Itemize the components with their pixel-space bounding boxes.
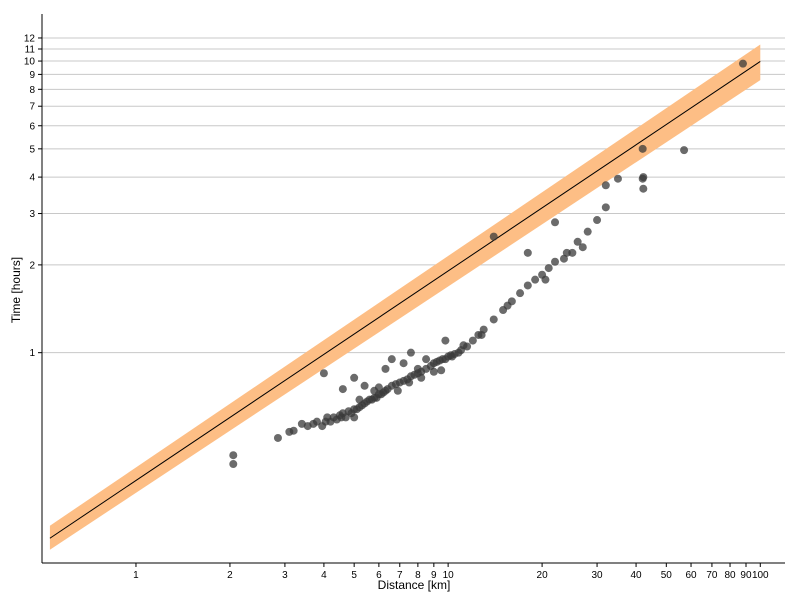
y-tick-label-8: 9 xyxy=(29,70,35,81)
data-point-103 xyxy=(405,378,414,387)
x-axis-label: Distance [km] xyxy=(378,578,451,592)
data-point-91 xyxy=(441,336,450,345)
y-tick-label-10: 11 xyxy=(25,44,36,55)
fit-line-layer xyxy=(49,61,761,539)
x-tick-label-17: 90 xyxy=(740,570,752,581)
data-point-109 xyxy=(477,330,486,339)
data-point-108 xyxy=(459,341,468,350)
data-point-106 xyxy=(437,366,446,375)
data-point-2 xyxy=(273,433,282,442)
x-tick-label-3: 4 xyxy=(321,570,327,581)
x-tick-label-18: 100 xyxy=(752,570,769,581)
data-point-74 xyxy=(593,216,602,225)
data-point-78 xyxy=(639,173,648,182)
data-point-21 xyxy=(350,413,359,422)
x-tick-label-13: 50 xyxy=(661,570,673,581)
data-point-93 xyxy=(523,248,532,257)
y-tick-label-11: 12 xyxy=(24,33,36,44)
data-point-110 xyxy=(503,301,512,310)
data-point-59 xyxy=(468,336,477,345)
x-ticks-layer: 1 2 3 4 5 6 7 8 9 10 20 30 40 50 60 70 80 90 100 xyxy=(133,563,769,581)
data-point-80 xyxy=(738,59,747,68)
data-point-96 xyxy=(601,181,610,190)
data-point-62 xyxy=(489,315,498,324)
data-point-79 xyxy=(680,146,689,155)
data-point-102 xyxy=(393,386,402,395)
data-point-70 xyxy=(551,257,560,266)
prediction-band-layer xyxy=(49,44,761,550)
data-point-107 xyxy=(448,352,457,361)
data-point-18 xyxy=(341,413,350,422)
data-point-69 xyxy=(544,264,553,273)
data-point-94 xyxy=(551,218,560,227)
axes-layer xyxy=(41,14,785,564)
data-points-layer xyxy=(229,59,747,469)
data-point-88 xyxy=(406,348,415,357)
x-tick-label-5: 6 xyxy=(376,570,382,581)
x-tick-label-2: 3 xyxy=(282,570,288,581)
grid-layer xyxy=(42,37,785,354)
y-tick-label-6: 7 xyxy=(29,102,35,113)
fit-line xyxy=(49,61,761,539)
x-tick-label-0: 1 xyxy=(133,570,139,581)
x-tick-label-8: 9 xyxy=(431,570,437,581)
x-tick-label-4: 5 xyxy=(351,570,357,581)
data-point-81 xyxy=(319,369,328,378)
data-point-105 xyxy=(429,367,438,376)
data-point-72 xyxy=(573,237,582,246)
data-point-67 xyxy=(531,275,540,284)
data-point-111 xyxy=(541,275,550,284)
x-tick-label-6: 7 xyxy=(397,570,403,581)
data-point-99 xyxy=(355,395,364,404)
data-point-90 xyxy=(422,355,431,364)
data-point-87 xyxy=(399,359,408,368)
x-tick-label-9: 10 xyxy=(443,570,455,581)
x-tick-label-7: 8 xyxy=(415,570,421,581)
data-point-1 xyxy=(229,460,238,469)
y-tick-label-5: 6 xyxy=(29,121,35,132)
data-point-86 xyxy=(387,355,396,364)
data-point-92 xyxy=(489,232,498,241)
prediction-band xyxy=(49,44,761,550)
x-tick-label-15: 70 xyxy=(706,570,718,581)
data-point-113 xyxy=(578,243,587,252)
data-point-89 xyxy=(413,364,422,373)
data-point-97 xyxy=(613,174,622,183)
y-tick-label-1: 2 xyxy=(29,260,35,271)
x-tick-label-16: 80 xyxy=(724,570,736,581)
data-point-4 xyxy=(289,426,298,435)
x-tick-label-12: 40 xyxy=(631,570,643,581)
y-tick-label-9: 10 xyxy=(24,57,36,68)
data-point-75 xyxy=(601,203,610,212)
data-point-112 xyxy=(559,254,568,263)
data-point-66 xyxy=(523,281,532,290)
data-point-82 xyxy=(338,385,347,394)
y-tick-label-3: 4 xyxy=(29,173,35,184)
y-axis-label: Time [hours] xyxy=(9,257,23,323)
data-point-101 xyxy=(374,383,383,392)
x-tick-label-11: 30 xyxy=(592,570,604,581)
data-point-85 xyxy=(381,364,390,373)
x-tick-label-10: 20 xyxy=(537,570,549,581)
y-tick-label-7: 8 xyxy=(29,85,35,96)
data-point-65 xyxy=(516,289,525,298)
data-point-98 xyxy=(638,144,647,153)
data-point-104 xyxy=(417,373,426,382)
data-point-83 xyxy=(350,373,359,382)
data-point-84 xyxy=(360,381,369,390)
x-tick-label-1: 2 xyxy=(227,570,233,581)
data-point-77 xyxy=(639,184,648,193)
y-tick-label-0: 1 xyxy=(29,348,35,359)
x-tick-label-14: 60 xyxy=(685,570,697,581)
y-tick-label-4: 5 xyxy=(29,144,35,155)
data-point-0 xyxy=(229,451,238,460)
y-tick-label-2: 3 xyxy=(29,209,35,220)
data-point-8 xyxy=(312,417,321,426)
data-point-95 xyxy=(568,248,577,257)
data-point-73 xyxy=(583,227,592,236)
